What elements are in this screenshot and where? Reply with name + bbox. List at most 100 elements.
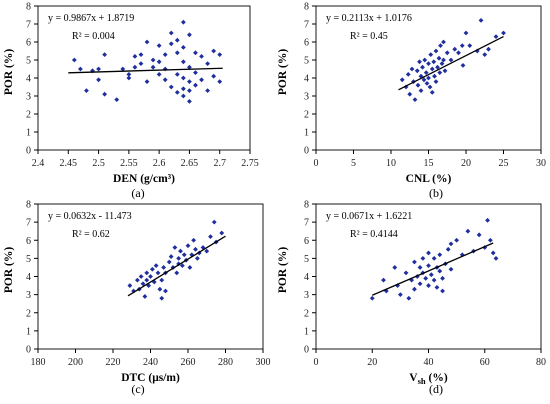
data-point-0-40 xyxy=(187,64,192,70)
y-tick-label-0-2: 2 xyxy=(26,110,31,121)
data-point-0-27 xyxy=(168,41,174,47)
x-tick-label-2-4: 260 xyxy=(181,357,196,368)
data-point-3-3 xyxy=(392,265,398,270)
data-point-2-18 xyxy=(161,265,167,270)
data-point-3-19 xyxy=(426,283,431,288)
x-tick-label-2-1: 200 xyxy=(68,357,83,368)
y-tick-label-2-6: 6 xyxy=(26,236,31,247)
panel-label-2: (c) xyxy=(131,382,144,396)
y-tick-label-1-7: 7 xyxy=(304,20,309,31)
y-tick-label-0-0: 0 xyxy=(26,146,31,157)
data-point-2-25 xyxy=(174,270,180,276)
plot-frame-3 xyxy=(315,203,542,350)
data-point-0-26 xyxy=(168,30,174,36)
data-point-1-16 xyxy=(424,81,430,86)
r-squared-0: R² = 0.004 xyxy=(72,31,115,42)
data-point-3-18 xyxy=(426,263,431,269)
data-point-0-52 xyxy=(211,73,217,79)
equation-0: y = 0.9867x + 1.8719 xyxy=(48,13,134,24)
data-point-3-1 xyxy=(381,277,386,283)
data-point-2-14 xyxy=(155,270,161,276)
data-point-2-30 xyxy=(181,252,187,258)
data-point-0-2 xyxy=(84,88,89,93)
data-point-0-53 xyxy=(217,52,223,57)
data-point-1-20 xyxy=(428,52,434,57)
data-point-0-50 xyxy=(205,88,210,93)
data-point-3-5 xyxy=(397,292,403,298)
data-point-0-36 xyxy=(180,75,186,81)
data-point-1-14 xyxy=(422,57,428,63)
data-point-1-29 xyxy=(437,70,443,75)
data-point-1-40 xyxy=(460,63,466,68)
y-tick-label-1-2: 2 xyxy=(304,110,309,121)
data-point-1-39 xyxy=(459,43,465,48)
data-point-0-54 xyxy=(217,79,223,84)
data-point-3-32 xyxy=(448,266,454,272)
data-point-1-23 xyxy=(431,59,437,65)
x-tick-label-1-2: 10 xyxy=(386,158,396,169)
data-point-1-2 xyxy=(405,72,411,77)
data-point-2-23 xyxy=(170,265,176,270)
data-point-0-37 xyxy=(180,86,186,92)
data-point-1-37 xyxy=(452,46,458,52)
x-tick-label-0-4: 2.6 xyxy=(153,158,166,169)
r-squared-2: R² = 0.62 xyxy=(72,229,110,240)
data-point-3-41 xyxy=(490,250,496,256)
data-point-2-35 xyxy=(191,237,197,243)
data-point-0-11 xyxy=(126,75,132,81)
data-point-2-4 xyxy=(138,274,144,279)
data-point-2-21 xyxy=(166,259,172,265)
x-tick-label-0-1: 2.45 xyxy=(60,158,78,169)
data-point-0-23 xyxy=(162,52,168,57)
data-point-1-7 xyxy=(414,68,420,74)
data-point-1-11 xyxy=(418,88,424,93)
data-point-2-33 xyxy=(187,265,193,270)
data-point-1-26 xyxy=(433,79,439,84)
data-point-1-4 xyxy=(409,66,415,72)
data-point-0-17 xyxy=(144,79,150,84)
data-point-1-6 xyxy=(412,97,418,102)
data-point-0-9 xyxy=(120,66,126,72)
data-point-1-32 xyxy=(441,39,446,45)
data-point-0-19 xyxy=(150,64,156,70)
x-tick-label-0-7: 2.75 xyxy=(241,158,259,169)
x-tick-label-3-0: 0 xyxy=(314,357,319,368)
data-point-0-0 xyxy=(71,57,77,63)
data-point-1-43 xyxy=(474,48,480,54)
data-point-1-24 xyxy=(432,73,437,79)
x-tick-label-0-5: 2.65 xyxy=(181,158,199,169)
y-tick-label-0-1: 1 xyxy=(26,128,31,139)
data-point-3-34 xyxy=(459,252,465,258)
data-point-2-36 xyxy=(193,246,198,252)
data-point-0-33 xyxy=(180,19,186,25)
data-point-1-33 xyxy=(441,57,446,63)
data-point-2-40 xyxy=(204,248,210,254)
y-tick-label-1-1: 1 xyxy=(304,128,309,139)
data-point-0-39 xyxy=(187,32,192,38)
data-point-0-41 xyxy=(187,79,192,84)
data-point-1-8 xyxy=(415,82,421,88)
data-point-1-19 xyxy=(427,84,433,90)
data-point-0-1 xyxy=(78,66,83,72)
data-point-2-19 xyxy=(163,288,168,294)
data-point-3-39 xyxy=(485,217,490,223)
data-point-3-24 xyxy=(434,284,440,290)
panel-label-0: (a) xyxy=(131,186,144,200)
data-point-2-7 xyxy=(144,270,150,276)
data-point-0-46 xyxy=(193,82,198,88)
y-tick-label-2-0: 0 xyxy=(26,345,31,356)
data-point-1-36 xyxy=(448,57,454,63)
data-point-1-42 xyxy=(467,43,473,48)
data-point-3-37 xyxy=(476,232,482,238)
data-point-3-38 xyxy=(482,245,488,250)
data-point-0-21 xyxy=(156,59,162,65)
x-tick-label-1-0: 0 xyxy=(314,158,319,169)
data-point-3-2 xyxy=(383,288,389,294)
panel-label-3: (d) xyxy=(429,382,443,396)
y-tick-label-3-4: 4 xyxy=(304,272,309,283)
data-point-3-4 xyxy=(395,283,400,288)
data-point-2-10 xyxy=(148,274,153,279)
data-point-0-44 xyxy=(193,50,198,56)
data-point-0-22 xyxy=(156,72,162,77)
y-tick-label-1-5: 5 xyxy=(304,56,309,67)
